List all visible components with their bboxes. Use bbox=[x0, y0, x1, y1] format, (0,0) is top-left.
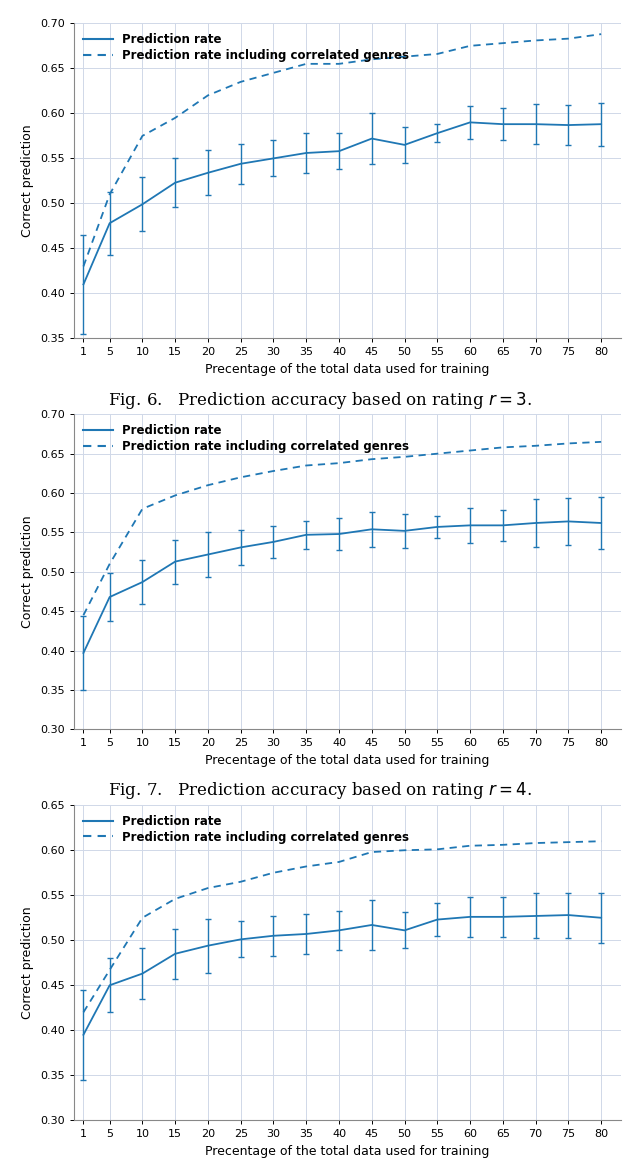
X-axis label: Precentage of the total data used for training: Precentage of the total data used for tr… bbox=[205, 1145, 490, 1158]
Legend: Prediction rate, Prediction rate including correlated genres: Prediction rate, Prediction rate includi… bbox=[79, 29, 413, 65]
X-axis label: Precentage of the total data used for training: Precentage of the total data used for tr… bbox=[205, 754, 490, 767]
X-axis label: Precentage of the total data used for training: Precentage of the total data used for tr… bbox=[205, 363, 490, 376]
Y-axis label: Correct prediction: Correct prediction bbox=[21, 516, 35, 628]
Text: Fig. 7.   Prediction accuracy based on rating $r = 4$.: Fig. 7. Prediction accuracy based on rat… bbox=[108, 780, 532, 801]
Text: Fig. 6.   Prediction accuracy based on rating $r = 3$.: Fig. 6. Prediction accuracy based on rat… bbox=[108, 390, 532, 411]
Legend: Prediction rate, Prediction rate including correlated genres: Prediction rate, Prediction rate includi… bbox=[79, 811, 413, 847]
Legend: Prediction rate, Prediction rate including correlated genres: Prediction rate, Prediction rate includi… bbox=[79, 420, 413, 456]
Y-axis label: Correct prediction: Correct prediction bbox=[21, 907, 35, 1019]
Y-axis label: Correct prediction: Correct prediction bbox=[21, 125, 35, 237]
